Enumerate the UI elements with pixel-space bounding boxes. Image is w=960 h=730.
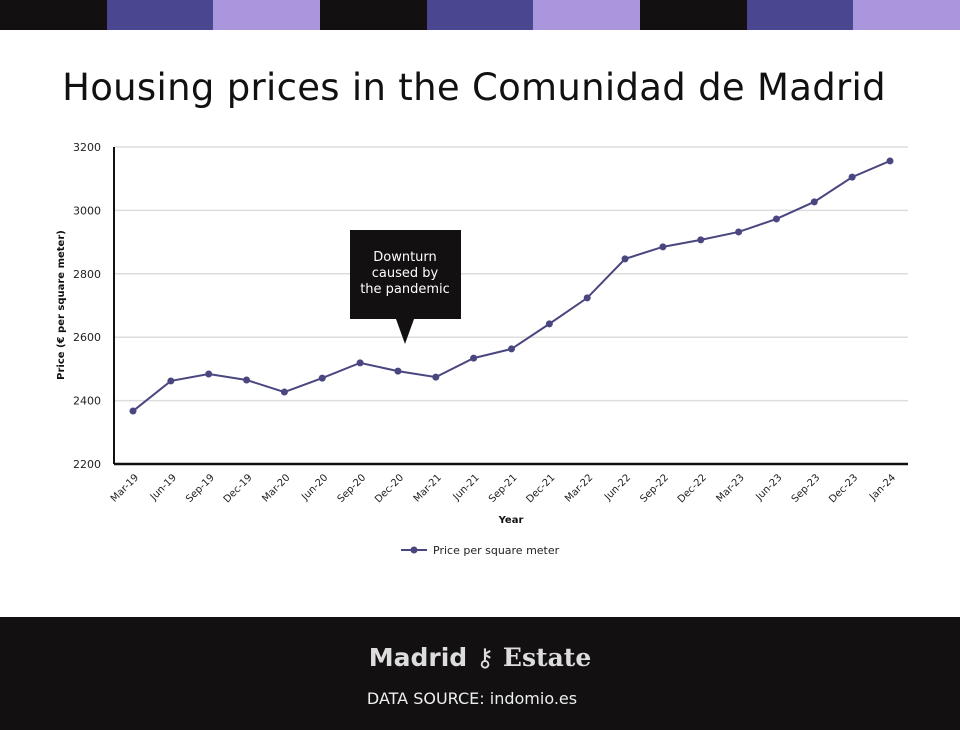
color-block	[106, 0, 214, 30]
annotation-text: the pandemic	[360, 282, 450, 297]
series-line	[132, 160, 891, 412]
x-tick-label: Mar-23	[715, 472, 747, 504]
data-point	[697, 236, 705, 244]
page-title: Housing prices in the Comunidad de Madri…	[62, 66, 886, 109]
x-tick-label: Jun-22	[602, 472, 633, 503]
data-point	[772, 215, 780, 223]
annotation-pointer	[396, 319, 414, 344]
color-block	[426, 0, 534, 30]
y-tick-label: 2200	[73, 458, 101, 471]
data-point	[886, 157, 894, 165]
x-tick-label: Jun-23	[753, 472, 784, 503]
annotation-text: Downturn	[373, 250, 437, 265]
y-tick-label: 2600	[73, 331, 101, 344]
y-tick-label: 2400	[73, 395, 101, 408]
data-point	[394, 367, 402, 375]
annotation-text: caused by	[372, 266, 439, 281]
madrid-estate-logo: Madrid ⚷ Estate	[0, 643, 960, 672]
data-point	[432, 373, 440, 381]
x-tick-label: Sep-22	[638, 472, 671, 505]
y-tick-label: 2800	[73, 268, 101, 281]
x-tick-label: Dec-22	[676, 472, 709, 505]
key-icon: ⚷	[475, 643, 495, 672]
data-point	[167, 377, 175, 385]
x-axis-label: Year	[498, 515, 524, 526]
x-tick-label: Sep-21	[487, 472, 520, 505]
x-tick-label: Jun-20	[299, 472, 330, 503]
y-tick-label: 3000	[73, 204, 101, 217]
annotation-box	[350, 230, 461, 319]
x-tick-label: Dec-20	[373, 472, 406, 505]
color-block	[213, 0, 321, 30]
data-point	[583, 294, 591, 302]
x-tick-label: Dec-19	[222, 472, 255, 505]
x-tick-label: Mar-20	[260, 472, 292, 504]
color-block	[320, 0, 427, 30]
color-block	[853, 0, 960, 30]
logo-text-right: Estate	[502, 643, 592, 672]
data-point	[205, 370, 213, 378]
data-point	[621, 255, 629, 263]
x-tick-label: Mar-21	[412, 472, 444, 504]
data-source: DATA SOURCE: indomio.es	[366, 689, 578, 708]
x-tick-label: Sep-19	[184, 472, 217, 505]
x-tick-label: Jun-19	[148, 472, 179, 503]
y-tick-label: 3200	[73, 141, 101, 154]
x-tick-label: Dec-23	[827, 472, 860, 505]
data-point	[318, 374, 326, 382]
data-point	[848, 173, 856, 181]
logo-text-left: Madrid	[368, 643, 468, 672]
data-point	[356, 359, 364, 367]
data-point	[545, 320, 553, 328]
data-point	[735, 228, 743, 236]
data-point	[243, 376, 251, 384]
footer: Madrid ⚷ Estate DATA SOURCE: indomio.es	[0, 617, 960, 730]
x-tick-label: Dec-21	[524, 472, 557, 505]
y-axis-label: Price (€ per square meter)	[56, 230, 67, 380]
color-block	[746, 0, 854, 30]
x-tick-label: Sep-23	[790, 472, 823, 505]
x-tick-label: Mar-19	[109, 472, 141, 504]
x-tick-label: Sep-20	[336, 472, 369, 505]
data-point	[659, 243, 667, 251]
data-point	[810, 198, 818, 206]
x-tick-label: Jun-21	[451, 472, 482, 503]
color-block	[640, 0, 747, 30]
data-point	[280, 388, 288, 396]
data-point	[129, 407, 137, 415]
legend-marker	[410, 546, 418, 554]
color-block	[533, 0, 641, 30]
legend-label: Price per square meter	[433, 544, 560, 557]
x-tick-label: Mar-22	[563, 472, 595, 504]
data-point	[508, 345, 515, 353]
data-point	[470, 354, 478, 362]
color-block	[0, 0, 107, 30]
top-color-bar	[0, 0, 960, 30]
x-tick-label: Jan-24	[867, 472, 898, 503]
